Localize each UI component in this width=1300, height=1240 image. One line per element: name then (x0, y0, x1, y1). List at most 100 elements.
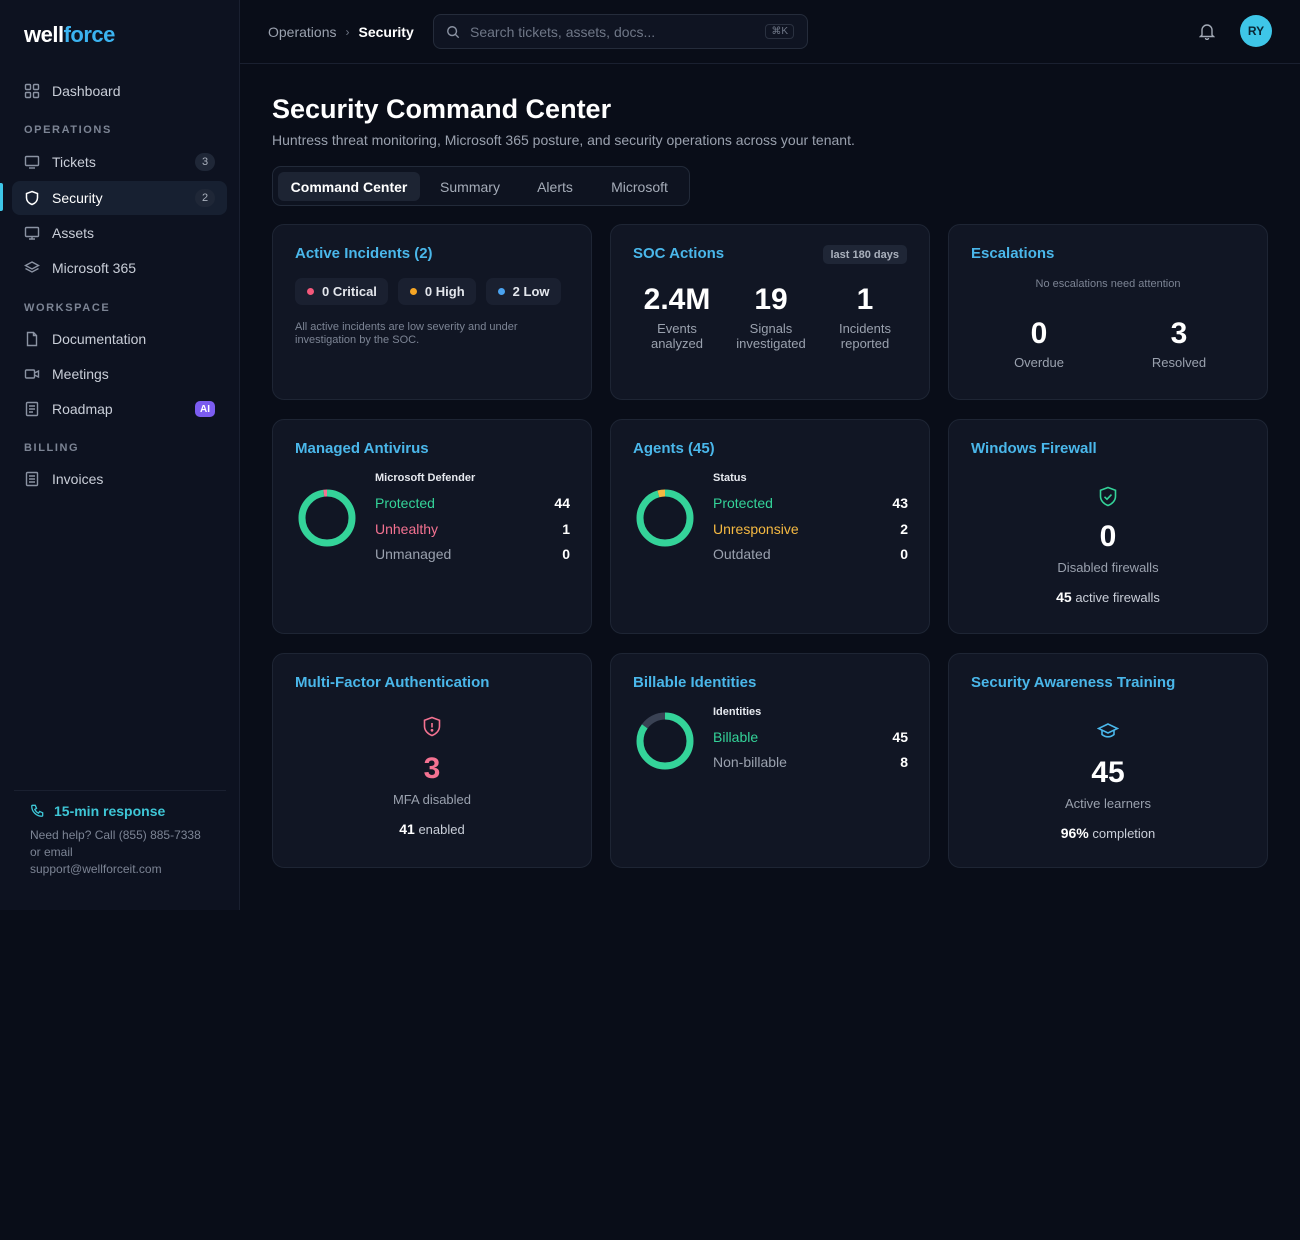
help-title-text: 15-min response (54, 803, 166, 819)
card-escalations[interactable]: Escalations No escalations need attentio… (948, 224, 1268, 400)
breadcrumb-operations[interactable]: Operations (268, 24, 337, 40)
topbar: Operations › Security Search tickets, as… (240, 0, 1300, 64)
pill-label: 0 High (424, 284, 465, 299)
card-billable-identities[interactable]: Billable Identities Identities Billable 4… (610, 653, 930, 868)
stat-value: 3 (1170, 317, 1188, 350)
legend-label: Unresponsive (713, 521, 799, 537)
completion-label: completion (1092, 826, 1156, 841)
sidebar-item-tickets[interactable]: Tickets 3 (12, 145, 227, 179)
completion-summary: 96% completion (949, 825, 1267, 841)
donut-segment-1 (636, 712, 694, 770)
brand-logo[interactable]: wellforce (24, 22, 115, 48)
sidebar-item-meetings[interactable]: Meetings (12, 357, 227, 391)
sidebar-item-label: Invoices (52, 471, 104, 487)
legend-value: 0 (562, 546, 570, 562)
card-soc-actions[interactable]: SOC Actions last 180 days 2.4M Events an… (610, 224, 930, 400)
sidebar-item-assets[interactable]: Assets (12, 216, 227, 250)
card-agents[interactable]: Agents (45) Status Protected 43 Unrespons… (610, 419, 930, 634)
help-email[interactable]: support@wellforceit.com (30, 862, 162, 876)
card-managed-antivirus[interactable]: Managed Antivirus Microsoft Defender Pro… (272, 419, 592, 634)
stat-value: 19 (754, 283, 788, 316)
card-title: Billable Identities (633, 674, 757, 691)
stat-value: 1 (856, 283, 874, 316)
sidebar-item-roadmap[interactable]: Roadmap AI (12, 392, 227, 426)
legend-row-outdated: Outdated 0 (713, 546, 908, 562)
pill-critical[interactable]: 0 Critical (295, 278, 388, 305)
billable-donut (636, 712, 694, 770)
stat-label: Signals (749, 321, 793, 336)
section-label-operations: OPERATIONS (24, 124, 112, 136)
stat-label: Incidents (838, 321, 892, 336)
pill-high[interactable]: 0 High (397, 278, 476, 305)
search-placeholder: Search tickets, assets, docs... (470, 23, 656, 40)
pill-label: 0 Critical (322, 284, 377, 299)
help-title[interactable]: 15-min response (30, 803, 210, 819)
stat-label: Events (657, 321, 697, 336)
tab-summary[interactable]: Summary (440, 178, 500, 195)
mfa-enabled-summary: 41 enabled (273, 821, 591, 837)
high-dot (409, 288, 417, 295)
sidebar-item-documentation[interactable]: Documentation (12, 322, 227, 356)
phone-icon (31, 804, 44, 817)
active-learners-count: 45 (1091, 756, 1125, 789)
desktop-icon (24, 225, 40, 241)
avatar[interactable]: RY (1240, 15, 1272, 47)
antivirus-donut (298, 489, 356, 547)
sidebar-item-invoices[interactable]: Invoices (12, 462, 227, 496)
help-box: 15-min response Need help? Call (855) 88… (14, 790, 226, 890)
disabled-count: 0 (1099, 520, 1117, 553)
mfa-disabled-label: MFA disabled (392, 792, 472, 807)
completion-percent: 96% (1060, 825, 1089, 841)
video-icon (24, 366, 40, 382)
legend-row-unhealthy: Unhealthy 1 (375, 521, 570, 537)
card-mfa[interactable]: Multi-Factor Authentication 3 MFA disabl… (272, 653, 592, 868)
sidebar-item-dashboard[interactable]: Dashboard (12, 74, 227, 108)
graduation-cap-icon (949, 722, 1267, 740)
mfa-enabled-label: enabled (418, 822, 465, 837)
card-title: Windows Firewall (971, 440, 1097, 457)
donut-segment-1 (636, 489, 694, 547)
pill-low[interactable]: 2 Low (485, 278, 561, 305)
document-icon (24, 401, 40, 417)
card-title: Security Awareness Training (971, 674, 1176, 691)
stat-label: analyzed (650, 336, 704, 351)
legend-value: 43 (892, 495, 908, 511)
sidebar-item-security[interactable]: Security 2 (12, 181, 227, 215)
donut-segment-0 (636, 489, 694, 547)
donut-segment-0 (298, 489, 356, 547)
legend-label: Unmanaged (375, 546, 452, 562)
sidebar-item-label: Security (52, 190, 103, 206)
section-label-workspace: WORKSPACE (24, 302, 111, 314)
card-security-awareness-training[interactable]: Security Awareness Training 45 Active le… (948, 653, 1268, 868)
stat-label: reported (840, 336, 890, 351)
legend-label: Unhealthy (375, 521, 439, 537)
section-label-billing: BILLING (24, 442, 80, 454)
legend-label: Outdated (713, 546, 771, 562)
card-windows-firewall[interactable]: Windows Firewall 0 Disabled firewalls 45… (948, 419, 1268, 634)
tab-microsoft[interactable]: Microsoft (611, 178, 668, 195)
mfa-stats: 3 MFA disabled 41 enabled (273, 752, 591, 837)
sidebar-item-label: Documentation (52, 331, 147, 347)
stat-label: investigated (736, 336, 806, 351)
tab-alerts[interactable]: Alerts (537, 178, 573, 195)
help-line-1: Need help? Call (855) 885-7338 (30, 828, 201, 842)
legend-row-unmanaged: Unmanaged 0 (375, 546, 570, 562)
card-active-incidents[interactable]: Active Incidents (2) 0 Critical 0 High 2… (272, 224, 592, 400)
tab-command-center[interactable]: Command Center (278, 172, 420, 201)
sidebar-item-microsoft-365[interactable]: Microsoft 365 (12, 251, 227, 285)
legend-row-protected: Protected 44 (375, 495, 570, 511)
range-chip: last 180 days (822, 245, 907, 264)
count-badge: 2 (195, 189, 215, 207)
low-dot (497, 288, 505, 295)
page-title: Security Command Center (272, 94, 612, 124)
sidebar-item-label: Dashboard (52, 83, 121, 99)
bell-icon[interactable] (1198, 22, 1216, 45)
search-input[interactable]: Search tickets, assets, docs... ⌘K (433, 14, 808, 49)
card-title: Escalations (971, 245, 1055, 262)
sidebar-item-label: Microsoft 365 (52, 260, 137, 276)
legend-value: 2 (900, 521, 908, 537)
sidebar-item-label: Tickets (52, 154, 96, 170)
stat-label: Overdue (1014, 355, 1064, 370)
active-count: 45 (1056, 589, 1072, 605)
legend-label: Billable (713, 729, 759, 745)
